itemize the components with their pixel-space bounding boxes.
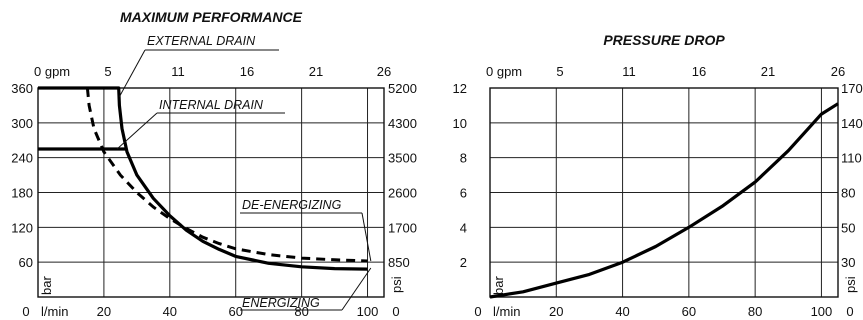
chart2-y-right-unit-label: psi xyxy=(843,276,858,293)
chart2-x-unit-label: l/min xyxy=(493,304,520,319)
chart1-annotation-energizing: ENERGIZING xyxy=(242,296,320,310)
chart2-x-bottom-tick-label: 60 xyxy=(682,304,696,319)
chart1-series-de-energizing-line xyxy=(85,87,368,263)
chart1-y-left-tick-label: 120 xyxy=(11,220,33,235)
chart2-x-top-tick-label: 11 xyxy=(622,64,636,79)
chart1-x-top-tick-label: 26 xyxy=(377,64,391,79)
chart2-y-left-tick-label: 12 xyxy=(453,81,467,96)
chart2-series-pressure-drop-line xyxy=(489,102,839,299)
chart1-y-left-tick-label: 240 xyxy=(11,151,33,166)
chart1-y-right-tick-label: 5200 xyxy=(388,81,417,96)
chart1-y-right-tick-label: 2600 xyxy=(388,186,417,201)
chart2-x-bottom-tick-label: 20 xyxy=(549,304,563,319)
chart2-y-right-tick-label: 140 xyxy=(841,116,863,131)
chart1-plot-frame xyxy=(37,87,385,298)
chart1-x-top-tick-label: 5 xyxy=(104,64,111,79)
chart1-y-left-tick-label: 300 xyxy=(11,116,33,131)
chart1-x-bottom-tick-label: 20 xyxy=(97,304,111,319)
chart2-y-left-tick-label: 10 xyxy=(453,116,467,131)
chart1-x-top-tick-label: 11 xyxy=(171,64,185,79)
chart2-y-right-tick-label: 80 xyxy=(841,186,855,201)
chart2-x-origin-right-label: 0 xyxy=(846,304,853,319)
chart1-y-right-unit-label: psi xyxy=(389,276,404,293)
chart2-y-right-tick-label: 170 xyxy=(841,81,863,96)
chart1-x-origin-right-label: 0 xyxy=(392,304,399,319)
chart2-x-top-tick-label: 5 xyxy=(556,64,563,79)
chart1-y-left-unit-label: bar xyxy=(39,276,54,295)
chart2-x-top-tick-label: 0 gpm xyxy=(486,64,522,79)
chart1-annotation-leader xyxy=(341,267,372,311)
chart1-y-right-tick-label: 850 xyxy=(388,255,410,270)
chart1-title: MAXIMUM PERFORMANCE xyxy=(120,9,303,25)
chart2-x-top-tick-label: 26 xyxy=(831,64,845,79)
chart1-y-right-tick-label: 3500 xyxy=(388,151,417,166)
chart1-annotation-leader xyxy=(361,212,372,262)
chart1-x-bottom-tick-label: 100 xyxy=(357,304,379,319)
chart1-series-external-drain-line xyxy=(38,86,368,271)
chart1-annotation-internal-drain: INTERNAL DRAIN xyxy=(159,98,264,112)
chart2-y-left-tick-label: 6 xyxy=(460,186,467,201)
chart1-y-left-tick-label: 60 xyxy=(19,255,33,270)
chart2-plot-frame xyxy=(489,87,839,298)
chart2-y-left-tick-label: 8 xyxy=(460,151,467,166)
chart2-x-bottom-tick-label: 80 xyxy=(748,304,762,319)
chart1-x-top-tick-label: 16 xyxy=(240,64,254,79)
chart1-y-left-tick-label: 180 xyxy=(11,186,33,201)
chart1-x-bottom-tick-label: 60 xyxy=(228,304,242,319)
chart1-x-top-tick-label: 21 xyxy=(309,64,323,79)
chart2-y-left-tick-label: 2 xyxy=(460,255,467,270)
chart1-annotation-de-energizing: DE-ENERGIZING xyxy=(242,198,342,212)
chart1-annotation-external-drain: EXTERNAL DRAIN xyxy=(147,34,256,48)
chart1-x-unit-label: l/min xyxy=(41,304,68,319)
chart1-x-top-tick-label: 0 gpm xyxy=(34,64,70,79)
chart2-x-bottom-tick-label: 100 xyxy=(811,304,833,319)
chart1-x-bottom-tick-label: 40 xyxy=(163,304,177,319)
chart1-annotation-leader xyxy=(118,49,146,97)
chart2-y-right-tick-label: 30 xyxy=(841,255,855,270)
chart2-y-right-tick-label: 110 xyxy=(841,151,862,166)
chart2-x-top-tick-label: 21 xyxy=(761,64,775,79)
chart2-x-bottom-tick-label: 40 xyxy=(615,304,629,319)
chart1-y-right-tick-label: 1700 xyxy=(388,220,417,235)
chart1-y-right-tick-label: 4300 xyxy=(388,116,417,131)
chart2-x-origin-left-label: 0 xyxy=(474,304,481,319)
chart1-x-origin-left-label: 0 xyxy=(22,304,29,319)
chart2-y-left-tick-label: 4 xyxy=(460,220,467,235)
chart2-title: PRESSURE DROP xyxy=(603,32,725,48)
chart1-x-bottom-tick-label: 80 xyxy=(294,304,308,319)
chart1-y-left-tick-label: 360 xyxy=(11,81,33,96)
chart2-y-right-tick-label: 50 xyxy=(841,220,855,235)
chart2-x-top-tick-label: 16 xyxy=(692,64,706,79)
chart1-annotation-leader xyxy=(116,112,158,150)
chart2-y-left-unit-label: bar xyxy=(491,276,506,295)
